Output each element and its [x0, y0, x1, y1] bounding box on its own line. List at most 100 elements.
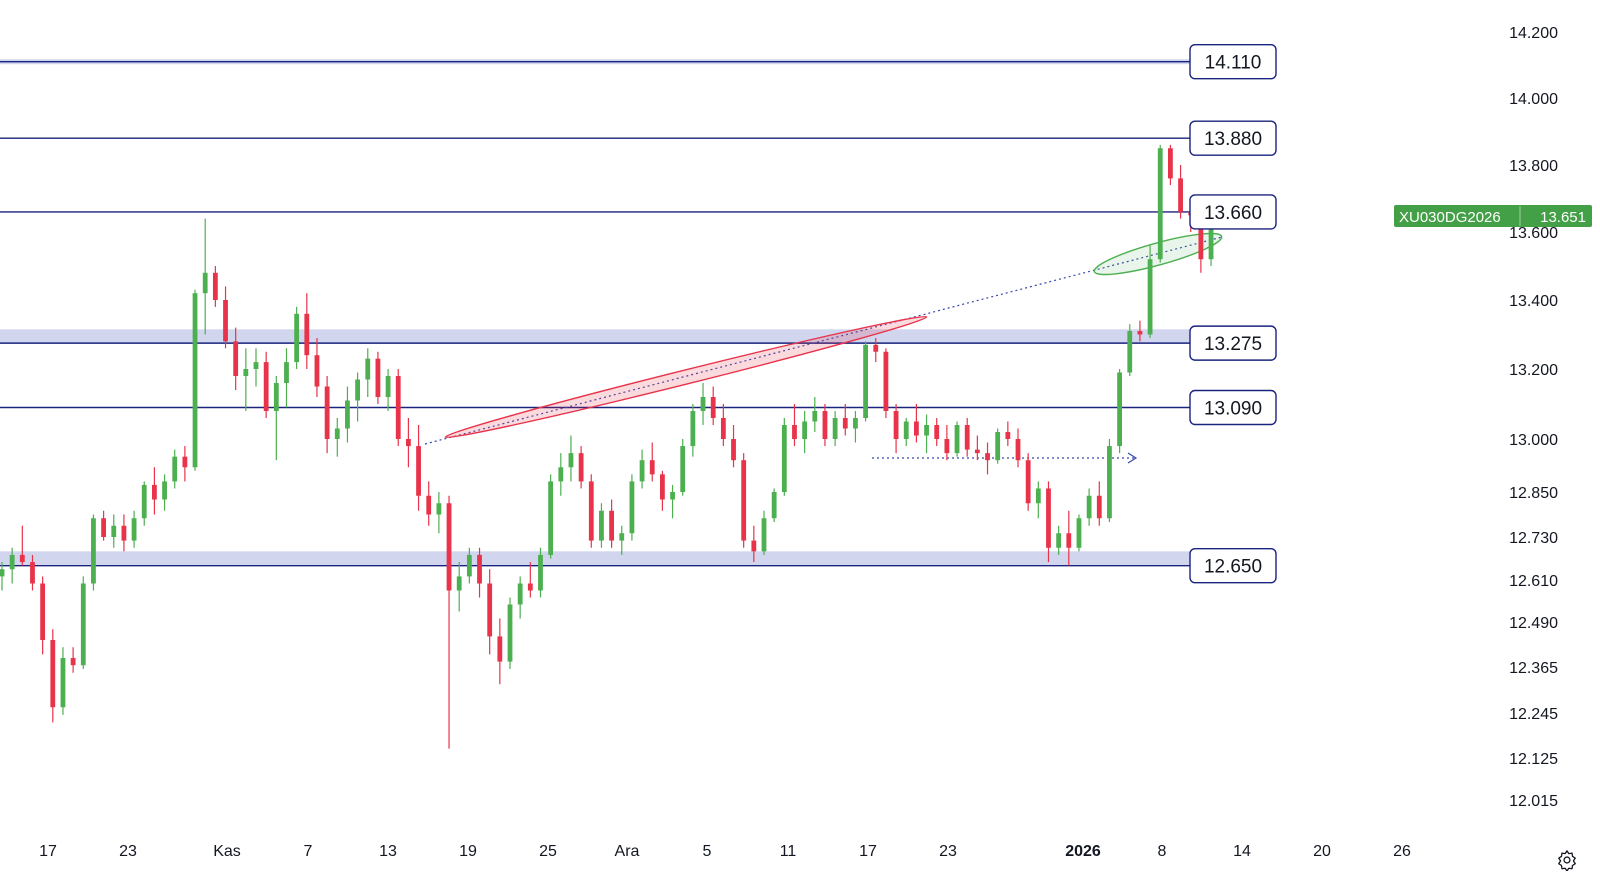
candle-down[interactable]	[649, 442, 655, 482]
candle-down[interactable]	[609, 499, 614, 548]
candle-down[interactable]	[934, 418, 940, 447]
candle-down[interactable]	[426, 481, 432, 526]
candle-down[interactable]	[1005, 421, 1011, 447]
settings-gear-icon[interactable]	[1556, 849, 1578, 871]
candle-up[interactable]	[548, 474, 554, 559]
candle-down[interactable]	[223, 286, 228, 349]
level-label[interactable]: 13.660	[1189, 194, 1277, 230]
candle-up[interactable]	[141, 481, 147, 526]
candle-down[interactable]	[822, 404, 828, 447]
candle-up[interactable]	[9, 547, 15, 584]
candle-up[interactable]	[781, 418, 787, 496]
candle-down[interactable]	[212, 266, 218, 307]
candle-down[interactable]	[944, 425, 950, 461]
candle-down[interactable]	[304, 293, 310, 369]
candle-up[interactable]	[91, 514, 96, 591]
candle-down[interactable]	[842, 404, 848, 436]
candle-up[interactable]	[345, 386, 350, 443]
candle-down[interactable]	[964, 418, 970, 457]
candle-down[interactable]	[883, 348, 889, 418]
candle-up[interactable]	[853, 411, 858, 443]
candle-down[interactable]	[1025, 453, 1031, 511]
level-label[interactable]: 14.110	[1189, 44, 1277, 80]
candle-up[interactable]	[172, 449, 178, 489]
candle-down[interactable]	[751, 525, 757, 563]
candle-up[interactable]	[558, 453, 564, 496]
candle-up[interactable]	[355, 372, 360, 422]
candle-up[interactable]	[1035, 481, 1041, 519]
candle-up[interactable]	[761, 510, 767, 555]
candle-up[interactable]	[385, 369, 391, 411]
candle-down[interactable]	[588, 474, 594, 548]
candle-up[interactable]	[771, 488, 777, 522]
candle-down[interactable]	[30, 554, 35, 591]
candle-down[interactable]	[70, 647, 76, 673]
candle-up[interactable]	[517, 576, 523, 619]
candle-up[interactable]	[680, 439, 686, 496]
candle-down[interactable]	[101, 510, 106, 541]
candle-up[interactable]	[131, 510, 137, 548]
candle-up[interactable]	[538, 547, 543, 598]
candle-up[interactable]	[599, 503, 604, 548]
candle-down[interactable]	[1015, 428, 1021, 468]
candle-down[interactable]	[710, 386, 716, 426]
candle-down[interactable]	[1178, 165, 1183, 219]
candle-up[interactable]	[507, 597, 513, 669]
level-label[interactable]: 13.090	[1189, 389, 1277, 426]
level-label[interactable]: 13.880	[1189, 120, 1277, 156]
candle-down[interactable]	[324, 376, 330, 454]
candle-up[interactable]	[832, 411, 838, 447]
candle-up[interactable]	[243, 348, 249, 411]
candle-up[interactable]	[924, 414, 929, 454]
candle-up[interactable]	[619, 525, 625, 555]
level-label[interactable]: 13.275	[1189, 325, 1277, 361]
candle-up[interactable]	[1157, 144, 1163, 263]
candle-down[interactable]	[233, 327, 239, 390]
candle-down[interactable]	[914, 404, 919, 443]
candle-up[interactable]	[284, 348, 289, 408]
candle-up[interactable]	[202, 218, 208, 335]
candle-down[interactable]	[19, 525, 25, 566]
level-label[interactable]: 12.650	[1189, 547, 1277, 584]
highlight-ellipse-red[interactable]	[444, 310, 929, 444]
candle-down[interactable]	[741, 453, 747, 548]
candle-up[interactable]	[466, 547, 472, 584]
candle-up[interactable]	[1107, 439, 1112, 522]
candle-down[interactable]	[263, 351, 269, 418]
candle-up[interactable]	[365, 348, 371, 397]
candle-down[interactable]	[395, 369, 401, 447]
candle-down[interactable]	[873, 337, 879, 363]
candle-up[interactable]	[334, 418, 340, 457]
candle-down[interactable]	[527, 562, 533, 598]
candle-up[interactable]	[1086, 488, 1092, 526]
candle-down[interactable]	[152, 467, 157, 515]
candle-up[interactable]	[700, 383, 706, 425]
candle-down[interactable]	[40, 576, 46, 655]
candle-down[interactable]	[121, 514, 127, 552]
candle-down[interactable]	[375, 351, 381, 404]
candle-down[interactable]	[660, 470, 665, 511]
candle-down[interactable]	[792, 404, 797, 447]
candle-up[interactable]	[812, 397, 818, 432]
candle-up[interactable]	[1147, 245, 1153, 338]
candle-up[interactable]	[80, 576, 86, 669]
candle-down[interactable]	[1046, 481, 1051, 563]
candle-up[interactable]	[1127, 324, 1133, 376]
candle-down[interactable]	[416, 425, 421, 511]
candle-up[interactable]	[456, 562, 462, 612]
candle-down[interactable]	[720, 404, 726, 447]
candle-down[interactable]	[1137, 320, 1143, 342]
candle-down[interactable]	[974, 435, 980, 461]
candle-up[interactable]	[802, 411, 808, 454]
candle-down[interactable]	[1066, 510, 1072, 566]
candle-down[interactable]	[314, 337, 320, 397]
candle-down[interactable]	[731, 425, 736, 468]
time-axis[interactable]: 17 23 Kas 7 13 19 25 Ara 5 11 17 23 2026 8 14 20 26	[39, 843, 1411, 860]
candle-down[interactable]	[487, 569, 493, 655]
candle-up[interactable]	[670, 484, 675, 519]
candle-up[interactable]	[0, 562, 5, 591]
candle-up[interactable]	[436, 492, 442, 534]
candle-down[interactable]	[182, 446, 188, 482]
candle-down[interactable]	[477, 547, 482, 598]
